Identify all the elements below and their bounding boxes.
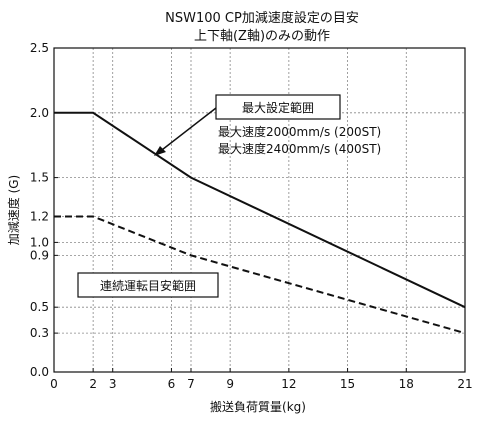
- max-speed-line1: 最大速度2000mm/s (200ST): [218, 124, 381, 139]
- y-axis-label: 加減速度 (G): [6, 175, 21, 245]
- max-speed-line2: 最大速度2400mm/s (400ST): [218, 141, 381, 156]
- y-tick-label-3: 0.9: [30, 248, 49, 262]
- series-line-1: [54, 111, 466, 309]
- x-tick-label-7: 15: [340, 377, 355, 391]
- max-range-label: 最大設定範囲: [242, 100, 314, 115]
- x-tick-label-4: 7: [187, 377, 195, 391]
- y-tick-label-7: 2.0: [30, 106, 49, 120]
- x-tick-label-5: 9: [226, 377, 234, 391]
- x-tick-label-2: 3: [109, 377, 117, 391]
- continuous-range-box: [77, 272, 219, 298]
- y-tick-label-6: 1.5: [30, 171, 49, 185]
- x-tick-label-6: 12: [281, 377, 296, 391]
- y-tick-label-5: 1.2: [30, 209, 49, 223]
- y-tick-label-8: 2.5: [30, 41, 49, 55]
- x-tick-label-0: 0: [50, 377, 58, 391]
- chart-title: NSW100 CP加減速度設定の目安: [165, 10, 359, 26]
- annotation-arrow: [157, 107, 217, 154]
- y-tick-label-2: 0.5: [30, 300, 49, 314]
- chart-subtitle: 上下軸(Z軸)のみの動作: [194, 29, 330, 44]
- series-line-2: [54, 215, 466, 335]
- x-tick-label-3: 6: [168, 377, 176, 391]
- x-tick-label-8: 18: [399, 377, 414, 391]
- y-tick-label-4: 1.0: [30, 235, 49, 249]
- x-axis-label: 搬送負荷質量(kg): [210, 399, 306, 414]
- max-range-box: [215, 94, 341, 120]
- x-tick-label-1: 2: [89, 377, 97, 391]
- continuous-range-label: 連続運転目安範囲: [100, 278, 196, 293]
- x-tick-label-9: 21: [457, 377, 472, 391]
- y-tick-label-1: 0.3: [30, 326, 49, 340]
- plot-frame: [53, 47, 466, 373]
- y-tick-label-0: 0.0: [30, 365, 49, 379]
- arrow-head: [154, 146, 166, 156]
